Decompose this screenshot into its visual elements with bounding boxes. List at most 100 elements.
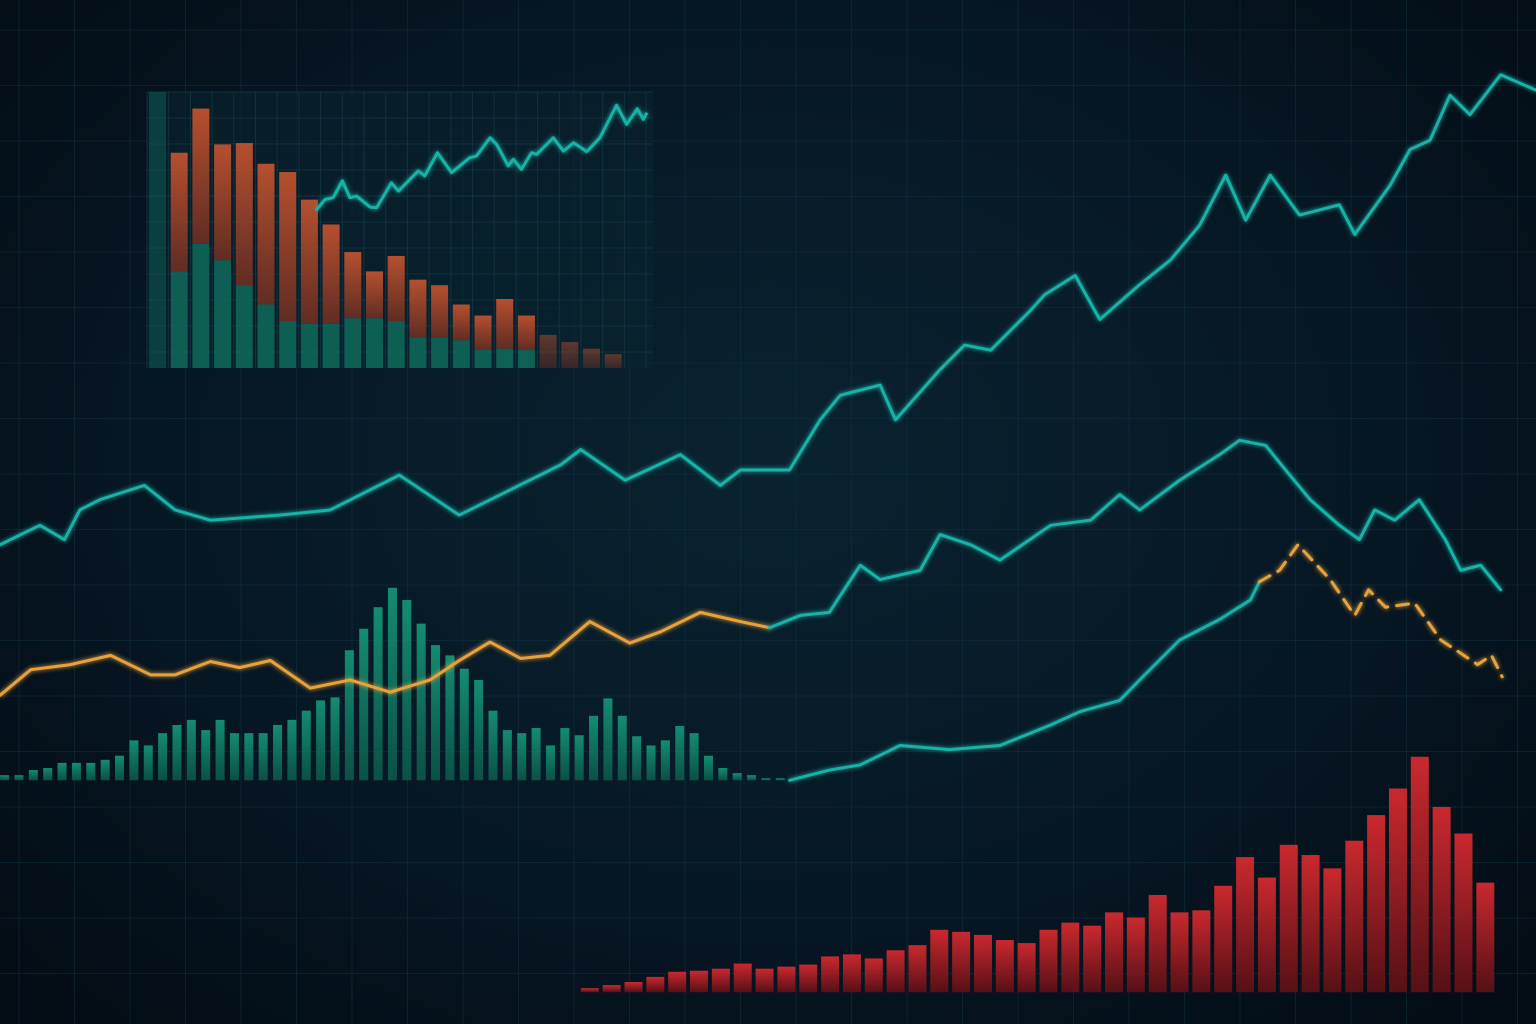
red-bar	[1148, 894, 1167, 993]
red-bar	[930, 929, 949, 993]
green-bar	[387, 587, 397, 781]
inset-bar-upper	[322, 224, 340, 324]
red-bar	[733, 963, 752, 993]
green-bar	[301, 710, 311, 781]
inset-bar-upper	[366, 271, 383, 319]
green-bar	[459, 668, 469, 781]
green-bar	[402, 600, 412, 781]
inset-bar-upper	[452, 304, 470, 341]
teal-line-series	[768, 438, 1503, 630]
inset-bar-lower	[452, 340, 470, 368]
green-bar	[244, 733, 254, 781]
teal-line-series	[0, 73, 1536, 547]
green-bar	[474, 679, 484, 781]
red-bar	[1301, 855, 1320, 993]
green-bar	[115, 755, 125, 781]
green-bar	[186, 719, 196, 781]
inset-bar-upper	[409, 279, 427, 338]
inset-bar-lower	[344, 318, 362, 368]
red-bar	[864, 958, 883, 993]
green-bar	[617, 715, 627, 781]
green-bar	[545, 745, 555, 781]
red-bar	[908, 945, 927, 993]
red-bar	[1367, 815, 1386, 993]
green-bar	[201, 730, 211, 781]
green-bar	[373, 607, 383, 781]
inset-bar-upper	[344, 252, 362, 319]
red-bar	[1454, 833, 1473, 993]
green-bar	[316, 700, 326, 781]
green-bar	[574, 735, 584, 781]
red-bar	[1105, 912, 1124, 993]
green-bar	[71, 762, 81, 781]
green-bar	[689, 733, 699, 781]
green-bar	[445, 655, 455, 781]
red-bar	[799, 964, 818, 993]
green-bar	[646, 745, 656, 781]
red-bar	[777, 966, 796, 993]
inset-bar-lower	[431, 337, 449, 368]
green-bar	[258, 733, 268, 781]
red-bar	[886, 950, 905, 993]
inset-bar-lower	[387, 321, 405, 368]
dashed-orange-line-series	[1258, 543, 1504, 679]
red-bar	[646, 976, 665, 993]
red-bar	[973, 934, 992, 993]
inset-bar-upper	[300, 199, 318, 324]
red-bar	[952, 931, 971, 993]
inset-bar-lower	[366, 318, 383, 368]
green-bar	[287, 719, 297, 781]
inset-bar-lower	[235, 285, 253, 368]
green-bar	[359, 628, 369, 781]
inset-bar-upper	[387, 255, 405, 322]
green-bar	[747, 775, 757, 781]
green-bar	[660, 740, 670, 781]
green-bar	[28, 770, 38, 781]
red-bar	[1083, 925, 1102, 993]
inset-bar-lower	[517, 350, 535, 368]
red-bar	[1279, 844, 1298, 993]
inset-bar-lower	[322, 323, 340, 368]
green-bar	[330, 697, 340, 781]
green-bar	[172, 724, 182, 781]
red-bar	[1476, 882, 1495, 993]
red-bar	[1039, 929, 1058, 993]
inset-bar-upper	[517, 315, 535, 351]
green-bar	[229, 733, 239, 781]
inset-bar-lower	[496, 348, 514, 368]
red-bar	[668, 971, 687, 993]
green-bar	[775, 778, 785, 781]
red-bar	[1126, 917, 1145, 993]
green-bar	[129, 740, 139, 781]
bar-series	[0, 587, 1495, 993]
green-bar	[0, 775, 10, 781]
green-bar	[416, 623, 426, 781]
green-bar	[273, 724, 283, 781]
inset-bar-upper	[279, 172, 297, 322]
red-bar	[1170, 912, 1189, 993]
green-bar	[143, 745, 153, 781]
green-bar	[86, 762, 96, 781]
red-bar	[1345, 840, 1364, 993]
green-bar	[14, 775, 24, 781]
red-bar	[1323, 868, 1342, 993]
inset-bar-upper	[214, 144, 232, 261]
red-bar	[842, 954, 861, 993]
inset-bar-lower	[192, 243, 210, 368]
teal-line-series	[788, 580, 1262, 782]
red-bar	[1192, 910, 1211, 993]
red-bar	[755, 968, 774, 993]
green-bar	[57, 762, 67, 781]
green-bar	[344, 650, 354, 781]
inset-chart	[146, 91, 653, 368]
green-bar	[675, 726, 685, 781]
inset-bar-lower	[257, 304, 275, 368]
green-bar	[531, 728, 541, 781]
red-bar	[1432, 806, 1451, 993]
red-bar	[821, 956, 840, 993]
red-bar	[711, 968, 730, 993]
red-bar	[1017, 943, 1036, 993]
green-bar	[100, 759, 110, 781]
red-bar	[995, 940, 1014, 993]
